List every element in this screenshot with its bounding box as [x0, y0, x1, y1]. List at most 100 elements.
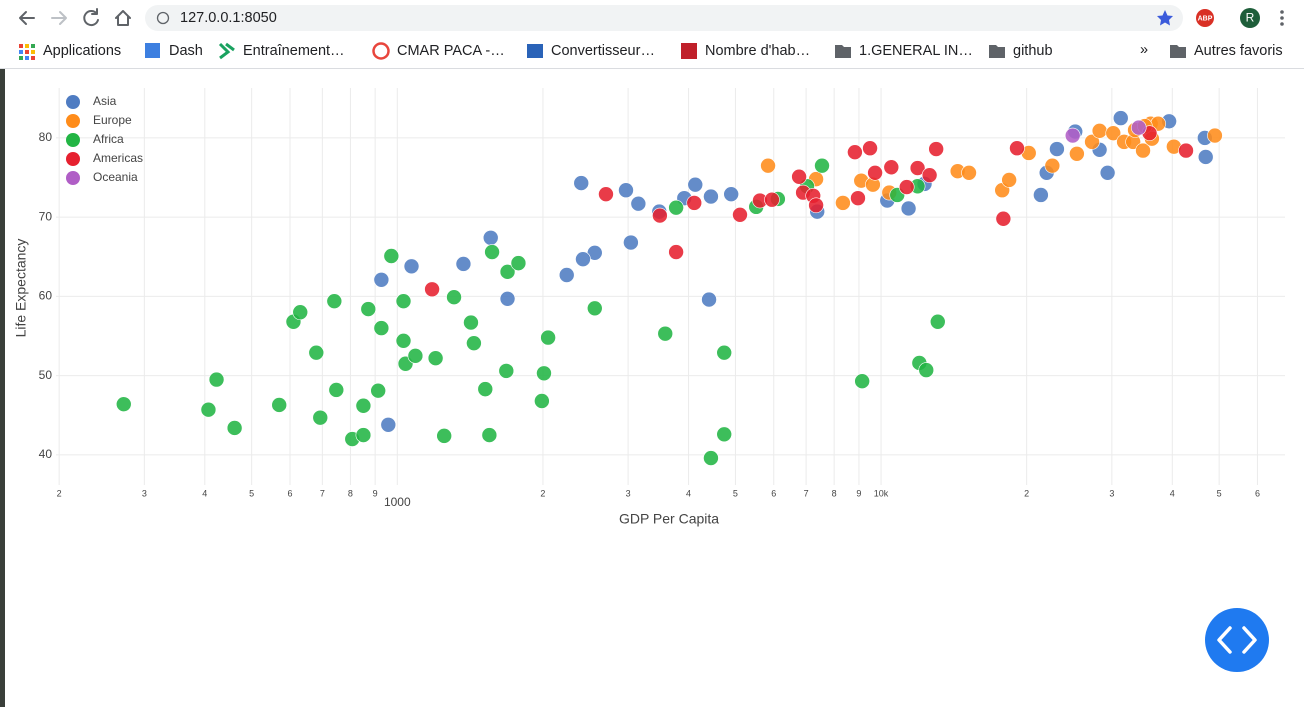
legend-label: Asia	[93, 94, 117, 108]
bookmark[interactable]: Entraînement…	[243, 43, 345, 59]
back-button[interactable]	[19, 11, 35, 25]
point	[918, 362, 935, 378]
x-axis-label: GDP Per Capita	[619, 511, 719, 527]
point	[586, 300, 603, 317]
x-tick-label: 5	[733, 488, 738, 498]
point	[862, 140, 878, 157]
x-tick-label: 9	[373, 488, 378, 498]
avatar-initial: R	[1246, 11, 1255, 25]
point	[1130, 119, 1147, 136]
point	[598, 186, 614, 202]
point	[900, 200, 917, 217]
point	[928, 141, 944, 157]
x-tick-label: 4	[1170, 488, 1175, 498]
bookmark-icon	[527, 44, 543, 58]
y-axis-label: Life Expectancy	[13, 239, 29, 338]
point	[854, 373, 870, 389]
point	[383, 248, 400, 264]
point	[355, 397, 372, 414]
x-tick-label: 2	[540, 488, 545, 498]
point	[355, 427, 372, 443]
point	[703, 450, 719, 466]
bookmark[interactable]: Applications	[43, 43, 121, 59]
x-tick-label: 5	[249, 488, 254, 498]
bookmark[interactable]: Convertisseur…	[551, 43, 655, 59]
point	[1009, 140, 1025, 157]
point	[424, 281, 440, 298]
point	[668, 199, 684, 216]
point	[1044, 157, 1061, 174]
address-bar[interactable]	[145, 5, 1183, 31]
point	[1178, 142, 1194, 159]
point	[1197, 149, 1214, 165]
point	[482, 229, 499, 246]
point	[921, 167, 938, 183]
point	[1105, 125, 1122, 141]
point	[657, 325, 674, 342]
other-bookmarks[interactable]: Autres favoris	[1194, 43, 1283, 59]
apps-icon	[19, 44, 35, 60]
point	[360, 301, 377, 317]
bookmarks-overflow[interactable]: »	[1140, 42, 1148, 58]
url: 127.0.0.1:8050	[180, 10, 277, 26]
point	[929, 313, 946, 330]
reload-button[interactable]	[83, 8, 99, 27]
bookmark-star[interactable]	[1157, 10, 1173, 26]
point	[463, 314, 479, 331]
point	[760, 157, 776, 174]
x-tick-label: 3	[626, 488, 631, 498]
point	[732, 206, 748, 223]
legend-label: Americas	[93, 151, 143, 165]
menu-button[interactable]	[1280, 10, 1284, 26]
x-tick-label: 4	[686, 488, 691, 498]
x-tick-label: 3	[1109, 488, 1114, 498]
folder-icon	[1170, 45, 1186, 58]
point	[407, 348, 424, 364]
point	[630, 195, 647, 212]
bookmark[interactable]: Dash	[169, 43, 203, 59]
x-tick-label: 7	[320, 488, 325, 498]
point	[466, 335, 482, 351]
avatar[interactable]	[1240, 8, 1260, 28]
point	[1001, 172, 1017, 188]
dash-icon	[145, 43, 160, 58]
point	[436, 428, 452, 444]
point	[558, 267, 575, 283]
point	[1084, 134, 1100, 150]
bookmark-icon	[218, 42, 235, 60]
info-icon[interactable]	[156, 11, 170, 25]
x-tick-label: 10k	[874, 488, 889, 498]
point	[847, 144, 863, 160]
point	[373, 320, 390, 336]
point	[808, 197, 824, 214]
bookmark[interactable]: github	[1013, 43, 1053, 59]
point	[403, 258, 420, 275]
forward-button[interactable]	[51, 11, 67, 25]
point	[623, 234, 639, 251]
x-tick-label: 9	[856, 488, 861, 498]
home-button[interactable]	[115, 10, 131, 26]
debug-button[interactable]	[1205, 608, 1269, 672]
bookmark[interactable]: 1.GENERAL IN…	[859, 43, 973, 59]
folder-icon	[989, 45, 1005, 58]
extension-icon[interactable]	[1196, 9, 1214, 27]
point	[477, 381, 494, 397]
bookmark-icon	[681, 43, 697, 59]
point	[1069, 145, 1085, 162]
point	[534, 393, 550, 409]
point	[312, 409, 329, 426]
point	[498, 363, 515, 379]
point	[883, 159, 900, 176]
x-tick-label: 8	[348, 488, 353, 498]
bookmark[interactable]: Nombre d'hab…	[705, 43, 810, 59]
bookmark[interactable]: CMAR PACA -…	[397, 43, 505, 59]
point	[373, 271, 390, 288]
point	[380, 416, 397, 433]
point	[909, 160, 926, 176]
legend-label: Europe	[93, 113, 132, 127]
bookmark-icon	[372, 42, 390, 60]
point	[326, 293, 343, 309]
y-tick-label: 60	[39, 289, 53, 303]
point	[575, 251, 591, 267]
